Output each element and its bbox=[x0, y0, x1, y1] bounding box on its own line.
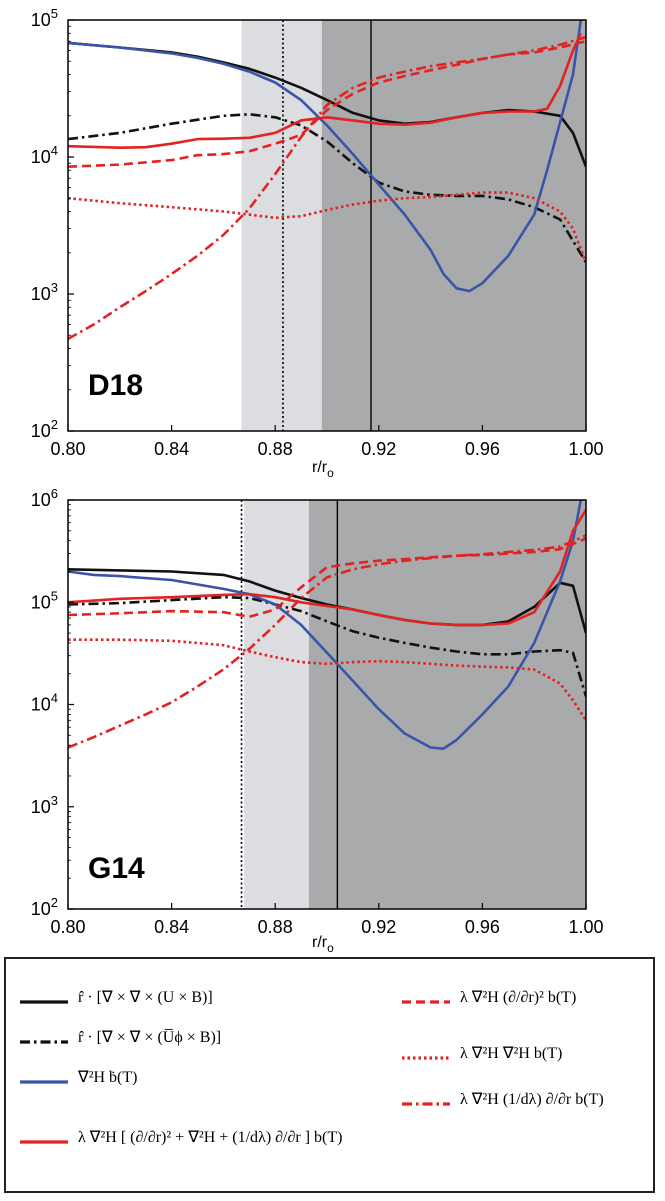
plot-series bbox=[68, 500, 586, 750]
series-db_dt bbox=[68, 500, 583, 750]
legend-item: λ ∇²H (1/dλ) ∂/∂r b(T) bbox=[402, 1089, 604, 1109]
x-tick-label: 1.00 bbox=[568, 917, 603, 937]
legend-item: r̂ · [∇ × ∇ × (U̅ϕ × B)] bbox=[20, 1027, 221, 1047]
panel-annotation: G14 bbox=[88, 852, 145, 885]
legend-label: λ ∇²H [ (∂/∂r)² + ∇²H + (1/dλ) ∂/∂r ] b(… bbox=[78, 1129, 343, 1146]
legend-label: λ ∇²H (∂/∂r)² b(T) bbox=[460, 989, 577, 1006]
legend-swatch bbox=[402, 1049, 450, 1060]
y-axis-ticks: 102 103 104 105 106 bbox=[31, 486, 74, 919]
legend-swatch bbox=[402, 1095, 450, 1106]
x-tick-label: 1.00 bbox=[568, 439, 603, 459]
legend-swatch-line bbox=[402, 1000, 450, 1004]
x-axis-ticks: 0.80 0.84 0.88 0.92 0.96 1.00 bbox=[50, 903, 604, 937]
legend-swatch bbox=[402, 993, 450, 1004]
y-tick-label: 103 bbox=[31, 280, 58, 304]
chart-d18: 0.80 0.84 0.88 0.92 0.96 1.00 102 103 104 105 D1… bbox=[31, 6, 604, 480]
x-tick-label: 0.80 bbox=[50, 917, 85, 937]
shaded-region-dark bbox=[321, 20, 586, 431]
legend-label: ∇²H ḃ(T) bbox=[78, 1069, 138, 1086]
legend-swatch bbox=[20, 993, 68, 1004]
x-tick-label: 0.92 bbox=[361, 917, 396, 937]
x-tick-label: 0.88 bbox=[258, 917, 293, 937]
x-axis-label: r/ro bbox=[312, 934, 334, 955]
legend-item: λ ∇²H (∂/∂r)² b(T) bbox=[402, 987, 576, 1007]
legend-swatch-line bbox=[402, 1102, 450, 1106]
y-tick-label: 104 bbox=[31, 691, 58, 715]
y-tick-label: 105 bbox=[31, 6, 58, 30]
series-diff_curv bbox=[68, 35, 586, 341]
chart-g14: 0.80 0.84 0.88 0.92 0.96 1.00 102 103 104 105 106… bbox=[31, 486, 604, 955]
y-tick-label: 106 bbox=[31, 486, 58, 510]
x-tick-label: 0.96 bbox=[465, 439, 500, 459]
shaded-region-light bbox=[244, 500, 309, 909]
y-tick-label: 102 bbox=[31, 417, 58, 441]
plot-series bbox=[68, 20, 586, 341]
legend-swatch-line bbox=[20, 1040, 68, 1044]
legend-swatch bbox=[20, 1073, 68, 1084]
y-tick-label: 103 bbox=[31, 793, 58, 817]
legend-swatch-line bbox=[20, 1000, 68, 1004]
x-tick-label: 0.84 bbox=[154, 439, 189, 459]
legend: r̂ · [∇ × ∇ × (U × B)] r̂ · [∇ × ∇ × (U̅… bbox=[4, 957, 655, 1193]
legend-swatch bbox=[20, 1033, 68, 1044]
legend-item: ∇²H ḃ(T) bbox=[20, 1067, 137, 1087]
y-tick-label: 104 bbox=[31, 143, 58, 167]
y-axis-ticks: 102 103 104 105 bbox=[31, 6, 74, 441]
x-tick-label: 0.80 bbox=[50, 439, 85, 459]
series-curl_UphixB bbox=[68, 595, 586, 697]
x-tick-label: 0.88 bbox=[258, 439, 293, 459]
series-diff_curv bbox=[68, 534, 586, 749]
marker-lines bbox=[240, 500, 339, 909]
legend-item: λ ∇²H [ (∂/∂r)² + ∇²H + (1/dλ) ∂/∂r ] b(… bbox=[20, 1127, 342, 1147]
legend-item: λ ∇²H ∇²H b(T) bbox=[402, 1043, 562, 1063]
shaded-regions bbox=[244, 500, 586, 909]
y-tick-label: 105 bbox=[31, 588, 58, 612]
legend-label: λ ∇²H ∇²H b(T) bbox=[460, 1045, 563, 1062]
legend-label: r̂ · [∇ × ∇ × (U × B)] bbox=[78, 989, 213, 1006]
x-axis-ticks: 0.80 0.84 0.88 0.92 0.96 1.00 bbox=[50, 425, 604, 459]
y-tick-label: 102 bbox=[31, 895, 58, 919]
legend-label: λ ∇²H (1/dλ) ∂/∂r b(T) bbox=[460, 1091, 604, 1108]
legend-swatch-line bbox=[402, 1056, 450, 1060]
panel-annotation: D18 bbox=[88, 369, 143, 402]
shaded-region-dark bbox=[308, 500, 586, 909]
x-tick-label: 0.96 bbox=[465, 917, 500, 937]
legend-swatch-line bbox=[20, 1080, 68, 1084]
plot-frame bbox=[67, 19, 587, 432]
series-diff_nablaH2 bbox=[68, 191, 586, 263]
series-total_diffusion bbox=[68, 509, 586, 627]
series-diff_ddr2 bbox=[68, 537, 586, 619]
shaded-region-light bbox=[241, 20, 322, 431]
legend-swatch bbox=[20, 1133, 68, 1144]
series-diff_ddr2 bbox=[68, 39, 586, 168]
series-total_diffusion bbox=[68, 32, 582, 149]
x-tick-label: 0.84 bbox=[154, 917, 189, 937]
series-curl_UphixB bbox=[68, 113, 586, 264]
x-tick-label: 0.92 bbox=[361, 439, 396, 459]
series-diff_nablaH2 bbox=[68, 638, 586, 722]
legend-item: r̂ · [∇ × ∇ × (U × B)] bbox=[20, 987, 213, 1007]
legend-swatch-line bbox=[20, 1140, 68, 1144]
x-axis-label: r/ro bbox=[312, 459, 334, 480]
legend-label: r̂ · [∇ × ∇ × (U̅ϕ × B)] bbox=[78, 1029, 222, 1046]
